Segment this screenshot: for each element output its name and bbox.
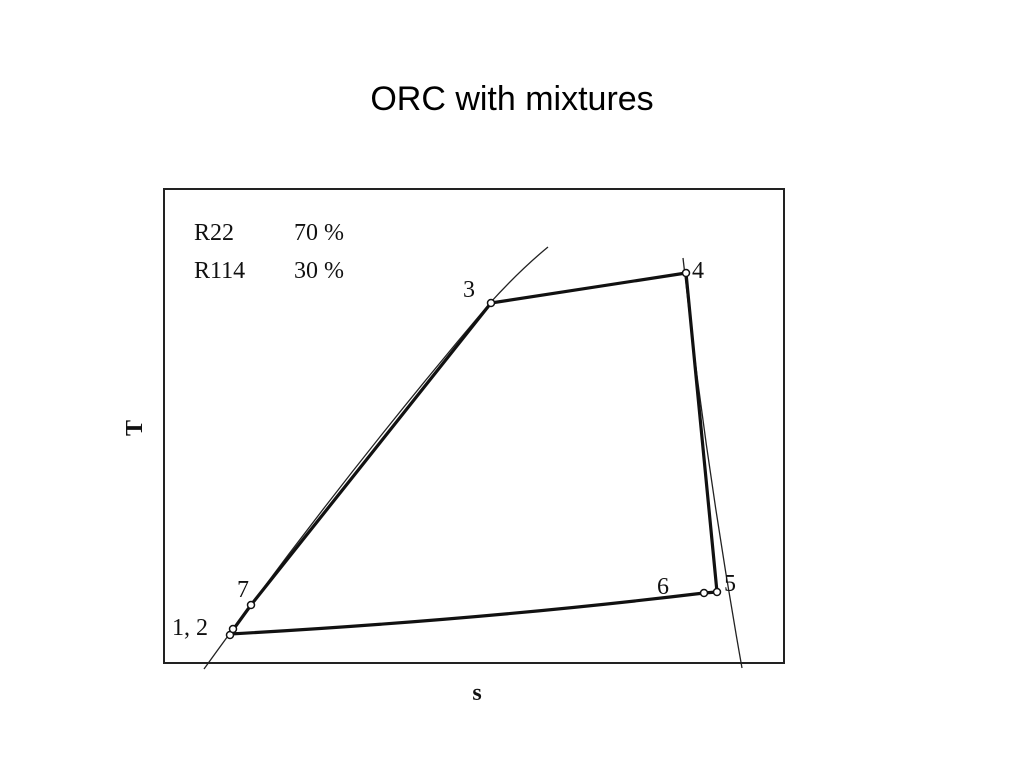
point-label: 1, 2 (172, 615, 208, 641)
plot-frame (163, 188, 785, 664)
state-point (486, 298, 496, 308)
state-point (228, 624, 238, 634)
slide-title: ORC with mixtures (370, 80, 653, 118)
cycle-path (228, 271, 719, 636)
legend-fluid: R114 (194, 258, 245, 284)
state-points (225, 268, 722, 640)
point-label: 5 (724, 571, 736, 597)
state-point (681, 268, 691, 278)
y-axis-label: T (122, 420, 148, 436)
saturated-liquid-line (203, 246, 549, 670)
state-point (699, 588, 709, 598)
legend-fluid: R22 (194, 220, 234, 246)
legend-share: 70 % (294, 220, 344, 246)
state-point (712, 587, 722, 597)
x-axis-label: s (472, 680, 481, 706)
state-point (246, 600, 256, 610)
point-label: 6 (657, 574, 669, 600)
legend-share: 30 % (294, 258, 344, 284)
point-label: 3 (463, 277, 475, 303)
point-label: 4 (692, 258, 704, 284)
point-label: 7 (237, 577, 249, 603)
